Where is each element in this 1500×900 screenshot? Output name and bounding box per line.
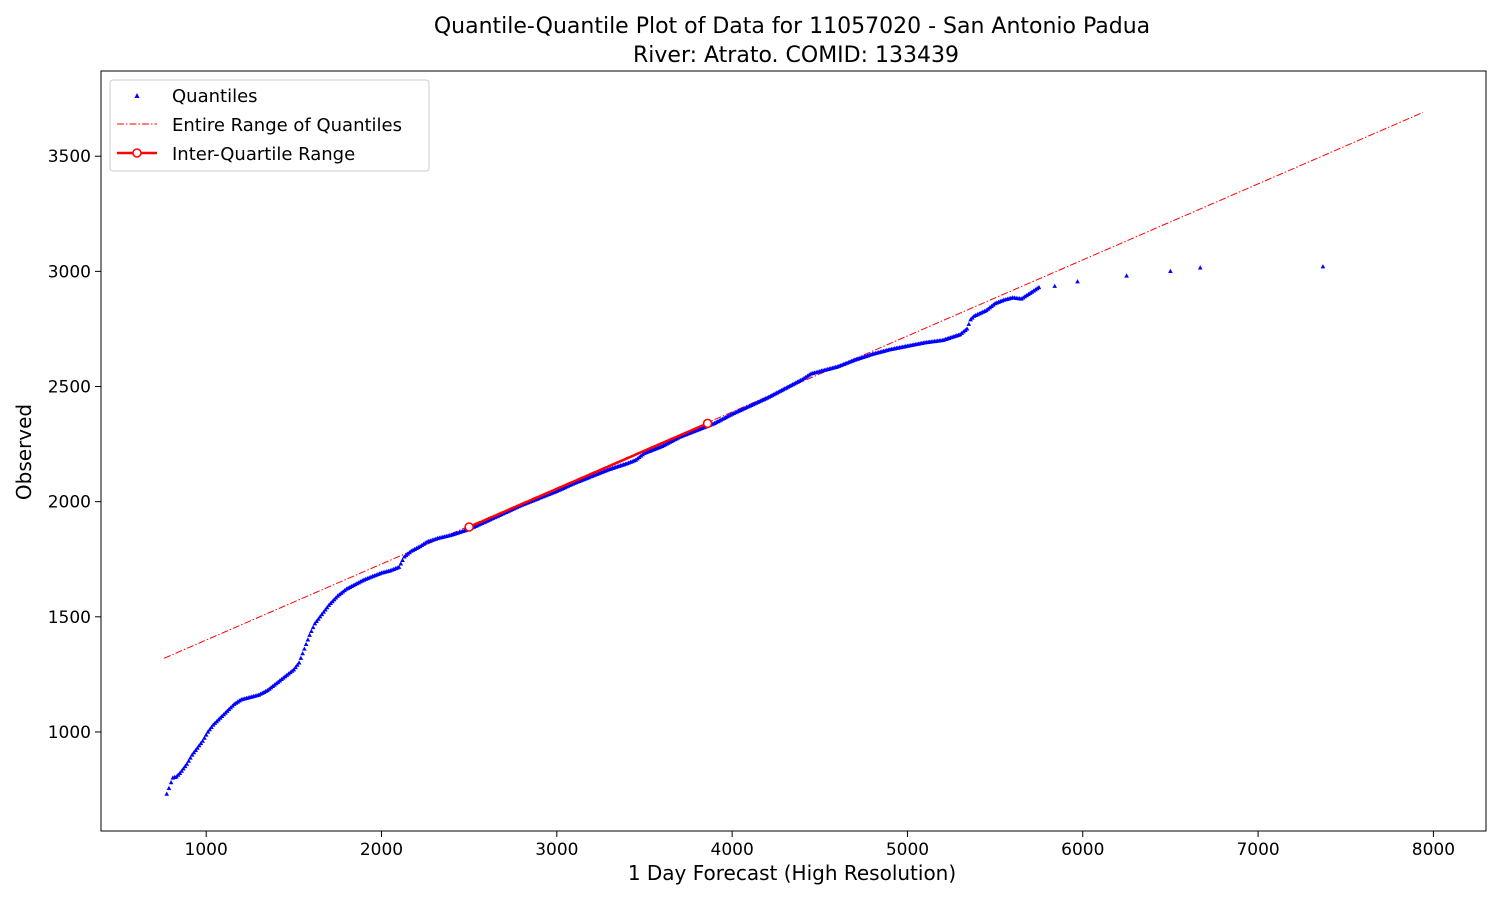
quantile-point xyxy=(302,646,307,651)
quantile-point xyxy=(168,780,174,785)
quantile-point xyxy=(300,651,305,656)
quantile-point xyxy=(188,755,193,760)
quantile-point xyxy=(1052,283,1058,288)
legend: Quantiles Entire Range of Quantiles Inte… xyxy=(109,79,430,172)
iqr-endpoint xyxy=(464,522,474,532)
quantile-point xyxy=(182,763,188,769)
legend-entire-range-label: Entire Range of Quantiles xyxy=(172,115,402,136)
quantile-point xyxy=(186,758,191,763)
quantile-point xyxy=(191,750,197,755)
iqr-line xyxy=(468,422,709,529)
quantile-point xyxy=(164,791,170,796)
quantile-point xyxy=(166,785,172,790)
legend-box xyxy=(109,79,430,172)
quantile-point xyxy=(964,326,970,331)
plot-frame xyxy=(100,70,1487,832)
quantile-point xyxy=(310,624,316,630)
quantile-point xyxy=(181,766,186,771)
y-axis-label: Observed xyxy=(12,404,36,500)
legend-iqr-label: Inter-Quartile Range xyxy=(172,144,355,165)
quantile-point xyxy=(198,740,204,746)
x-tick-label: 1000 xyxy=(185,840,228,860)
quantile-point xyxy=(1124,273,1129,278)
quantile-point xyxy=(193,747,198,752)
quantile-point xyxy=(305,637,311,642)
chart-title-line2: River: Atrato. COMID: 133439 xyxy=(633,43,959,68)
legend-quantiles-label: Quantiles xyxy=(172,86,258,107)
quantile-point xyxy=(291,667,297,672)
quantile-point xyxy=(200,738,205,743)
quantile-point xyxy=(323,607,328,612)
legend-quantiles-marker xyxy=(134,93,140,98)
chart-title-line1: Quantile-Quantile Plot of Data for 11057… xyxy=(434,14,1150,39)
quantile-point xyxy=(312,621,318,626)
quantile-point xyxy=(1320,264,1326,269)
y-tick-label: 1000 xyxy=(48,723,91,743)
quantile-point xyxy=(966,321,972,326)
quantile-point xyxy=(295,662,300,667)
x-tick-label: 4000 xyxy=(711,840,754,860)
quantile-point xyxy=(202,735,207,740)
quantile-point xyxy=(1168,268,1173,273)
series-layer xyxy=(163,111,1424,796)
quantile-point xyxy=(314,618,319,624)
x-tick-label: 7000 xyxy=(1236,840,1279,860)
iqr-endpoint xyxy=(702,418,713,429)
quantile-point xyxy=(179,768,184,773)
x-tick-label: 3000 xyxy=(535,840,578,860)
quantile-point xyxy=(1075,279,1080,284)
y-tick-label: 1500 xyxy=(48,608,91,628)
quantile-point xyxy=(396,564,402,569)
quantile-point xyxy=(316,616,321,621)
quantile-point xyxy=(207,727,212,732)
quantile-point xyxy=(319,611,325,617)
quantile-point xyxy=(195,745,200,750)
y-axis-ticks: 1000 1500 2000 2500 3000 3500 xyxy=(48,147,101,743)
quantile-point xyxy=(1197,265,1203,270)
quantile-point xyxy=(309,628,314,634)
quantile-point xyxy=(177,770,183,776)
y-tick-label: 3500 xyxy=(48,147,91,167)
quantile-point xyxy=(1036,284,1042,290)
quantile-point xyxy=(184,761,190,766)
legend-iqr-marker xyxy=(132,148,142,158)
quantile-point xyxy=(203,732,209,737)
x-tick-label: 5000 xyxy=(886,840,929,860)
entire-range-line xyxy=(163,111,1424,659)
x-tick-label: 8000 xyxy=(1412,840,1455,860)
x-axis-label: 1 Day Forecast (High Resolution) xyxy=(628,861,956,885)
y-tick-label: 2000 xyxy=(48,493,91,513)
quantile-point xyxy=(189,752,195,757)
x-axis-ticks: 1000 2000 3000 4000 5000 6000 7000 8000 xyxy=(185,831,1455,860)
y-tick-label: 2500 xyxy=(48,378,91,398)
quantile-point xyxy=(296,660,302,665)
x-tick-label: 2000 xyxy=(360,840,403,860)
quantile-point xyxy=(196,743,202,748)
quantile-point xyxy=(205,729,211,734)
quantile-point xyxy=(303,641,309,647)
y-tick-label: 3000 xyxy=(48,262,91,282)
quantile-point xyxy=(398,561,404,566)
x-tick-label: 6000 xyxy=(1061,840,1104,860)
quantile-point xyxy=(307,632,312,637)
quantile-point xyxy=(321,609,326,614)
quantile-point xyxy=(293,664,298,670)
quantile-point xyxy=(324,605,330,610)
quantile-point xyxy=(298,655,304,660)
quantile-point xyxy=(317,614,323,619)
quantile-point xyxy=(209,724,214,729)
quantile-point xyxy=(400,557,405,562)
